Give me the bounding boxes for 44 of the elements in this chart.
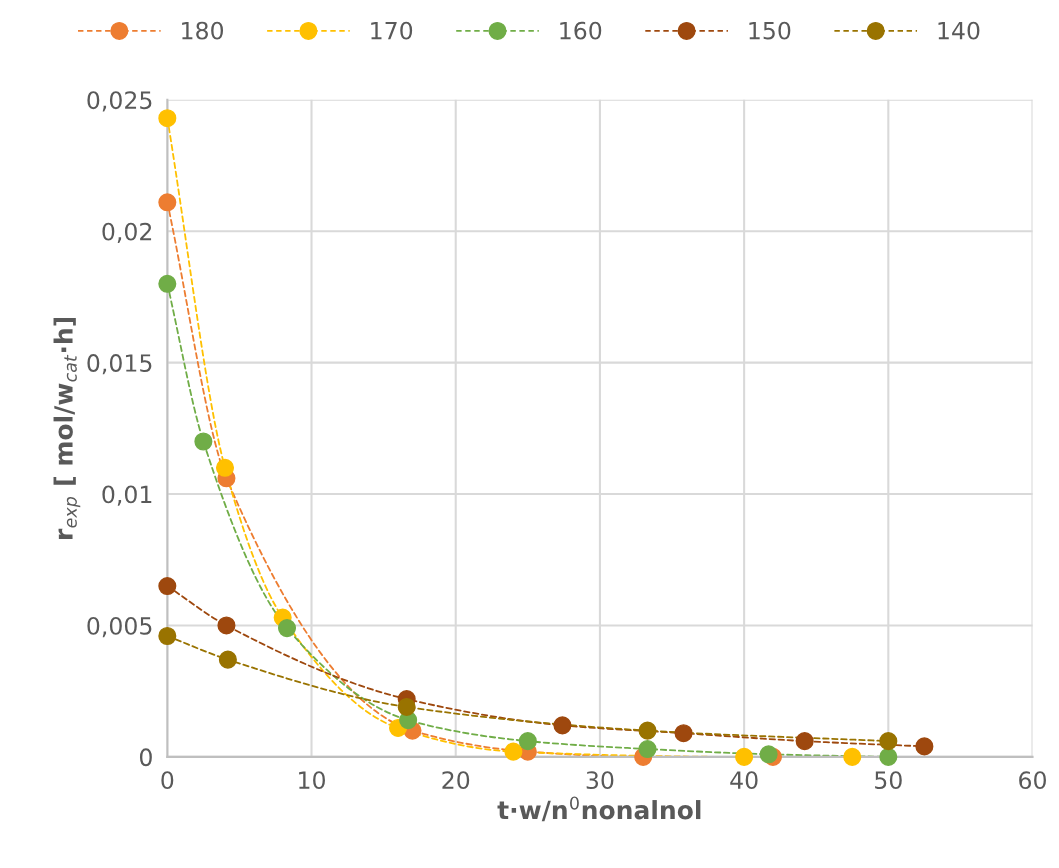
point	[674, 724, 693, 743]
point	[217, 616, 236, 635]
y-tick-label: 0,015	[87, 354, 152, 375]
point	[158, 626, 177, 646]
x-tick-label: 40	[730, 771, 758, 790]
x-tick-label: 50	[875, 771, 902, 790]
point	[218, 650, 237, 669]
x-tick-label: 10	[299, 771, 325, 790]
point	[638, 721, 657, 740]
y-axis-title: r$_{exp}$ [ mol/w$_{cat}$·h]	[53, 317, 81, 539]
point	[194, 432, 213, 451]
point	[397, 697, 416, 716]
point	[553, 716, 572, 735]
x-tick-label: 0	[161, 771, 174, 790]
point	[843, 747, 862, 766]
point	[158, 577, 177, 596]
y-tick-label: 0,01	[102, 485, 152, 506]
point	[879, 732, 898, 751]
point	[277, 619, 297, 638]
point	[638, 739, 657, 759]
legend-label: 150	[749, 21, 791, 40]
point	[759, 745, 778, 764]
point	[795, 732, 814, 751]
point	[158, 274, 177, 293]
legend-label: 140	[938, 21, 980, 40]
y-tick-label: 0,005	[87, 616, 152, 638]
y-tick-label: 0,02	[102, 222, 152, 243]
y-tick-label: 0	[139, 748, 152, 767]
x-tick-label: 30	[586, 771, 614, 790]
point	[518, 732, 537, 751]
point	[158, 193, 177, 212]
point	[915, 737, 934, 756]
x-tick-label: 60	[1019, 771, 1046, 790]
point	[158, 109, 177, 128]
legend-label: 180	[182, 21, 224, 40]
legend-label: 160	[560, 21, 602, 40]
point	[215, 458, 235, 477]
x-tick-label: 20	[442, 771, 470, 790]
legend-label: 170	[371, 21, 413, 40]
point	[879, 747, 898, 766]
point	[735, 747, 754, 766]
point	[504, 742, 523, 761]
x-axis-title: t·w/n$^{0}$nonalnol	[497, 796, 701, 822]
y-tick-label: 0,025	[87, 91, 152, 112]
